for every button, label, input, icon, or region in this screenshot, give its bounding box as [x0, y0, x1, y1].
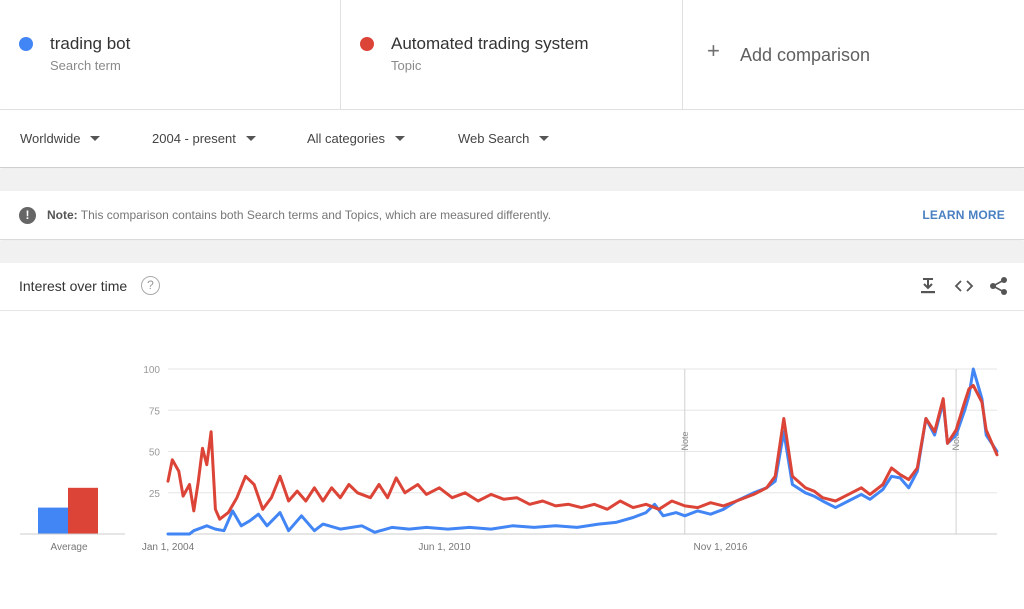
help-icon[interactable]: ? — [141, 276, 160, 295]
add-comparison-label: Add comparison — [740, 45, 871, 65]
caret-down-icon — [90, 136, 101, 141]
chart-grid — [168, 368, 997, 535]
search-property-label: Web Search — [458, 131, 530, 146]
embed-icon[interactable] — [953, 275, 975, 297]
note-text: Note: This comparison contains both Sear… — [47, 208, 551, 222]
y-axis-labels: 25 50 75 100 — [143, 365, 160, 500]
term-name: Automated trading system — [391, 34, 589, 53]
note-message: This comparison contains both Search ter… — [80, 208, 552, 222]
y-tick-label: 50 — [149, 448, 161, 459]
series-line — [166, 384, 999, 521]
average-bar — [38, 507, 68, 534]
comparison-bar: trading bot Search term Automated tradin… — [0, 0, 1024, 110]
filter-bar: Worldwide 2004 - present All categories … — [0, 111, 1024, 168]
caret-down-icon — [395, 136, 406, 141]
region-label: Worldwide — [20, 131, 81, 146]
alert-icon: ! — [19, 207, 36, 224]
add-comparison-button[interactable]: + Add comparison — [683, 0, 1024, 110]
card-header: Interest over time ? — [0, 263, 1024, 311]
section-gap — [0, 241, 1024, 263]
term-card-automated-trading-system[interactable]: Automated trading system Topic — [341, 0, 683, 110]
x-tick-label: Nov 1, 2016 — [694, 542, 748, 553]
y-tick-label: 25 — [149, 489, 161, 500]
term-card-trading-bot[interactable]: trading bot Search term — [0, 0, 341, 110]
note-label: Note — [680, 431, 690, 450]
search-property-dropdown[interactable]: Web Search — [458, 131, 550, 146]
x-axis-labels: Jan 1, 2004 Jun 1, 2010 Nov 1, 2016 — [142, 542, 748, 553]
term-type: Topic — [391, 58, 422, 73]
download-icon[interactable] — [917, 275, 939, 297]
share-icon[interactable] — [988, 275, 1010, 297]
time-range-label: 2004 - present — [152, 131, 236, 146]
average-label: Average — [50, 542, 88, 553]
interest-chart: Note Note Average Jan 1, 2004 Jun 1, 2010 N… — [20, 365, 999, 553]
y-tick-label: 75 — [149, 406, 161, 417]
category-dropdown[interactable]: All categories — [307, 131, 406, 146]
note-banner: ! Note: This comparison contains both Se… — [0, 191, 1024, 240]
average-bar — [68, 487, 98, 534]
term-name: trading bot — [50, 34, 131, 53]
time-range-dropdown[interactable]: 2004 - present — [152, 131, 256, 146]
category-label: All categories — [307, 131, 386, 146]
learn-more-link[interactable]: LEARN MORE — [922, 208, 1005, 222]
interest-over-time-card: Interest over time ? Note Note Average Ja… — [0, 263, 1024, 609]
y-tick-label: 100 — [143, 365, 160, 376]
term-color-dot — [19, 37, 33, 51]
average-bars: Average — [20, 487, 125, 553]
term-color-dot — [360, 37, 374, 51]
term-type: Search term — [50, 58, 121, 73]
caret-down-icon — [539, 136, 550, 141]
x-tick-label: Jan 1, 2004 — [142, 542, 195, 553]
region-dropdown[interactable]: Worldwide — [20, 131, 101, 146]
x-tick-label: Jun 1, 2010 — [418, 542, 471, 553]
note-label: Note: — [47, 208, 78, 222]
plus-icon: + — [707, 38, 720, 63]
chart-series — [166, 367, 999, 536]
section-gap — [0, 169, 1024, 191]
note-label: Note — [951, 431, 961, 450]
caret-down-icon — [245, 136, 256, 141]
card-title: Interest over time — [19, 278, 128, 294]
